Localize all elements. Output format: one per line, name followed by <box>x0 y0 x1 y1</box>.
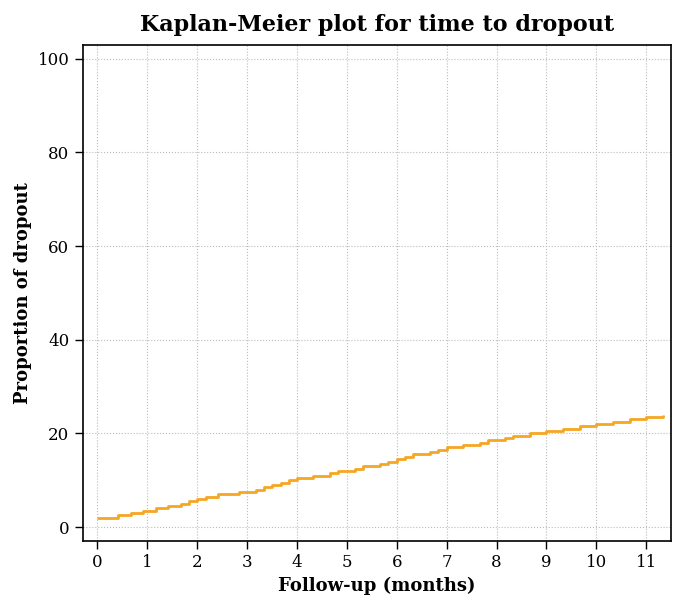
X-axis label: Follow-up (months): Follow-up (months) <box>278 577 475 595</box>
Y-axis label: Proportion of dropout: Proportion of dropout <box>14 182 32 404</box>
Title: Kaplan-Meier plot for time to dropout: Kaplan-Meier plot for time to dropout <box>140 14 614 36</box>
